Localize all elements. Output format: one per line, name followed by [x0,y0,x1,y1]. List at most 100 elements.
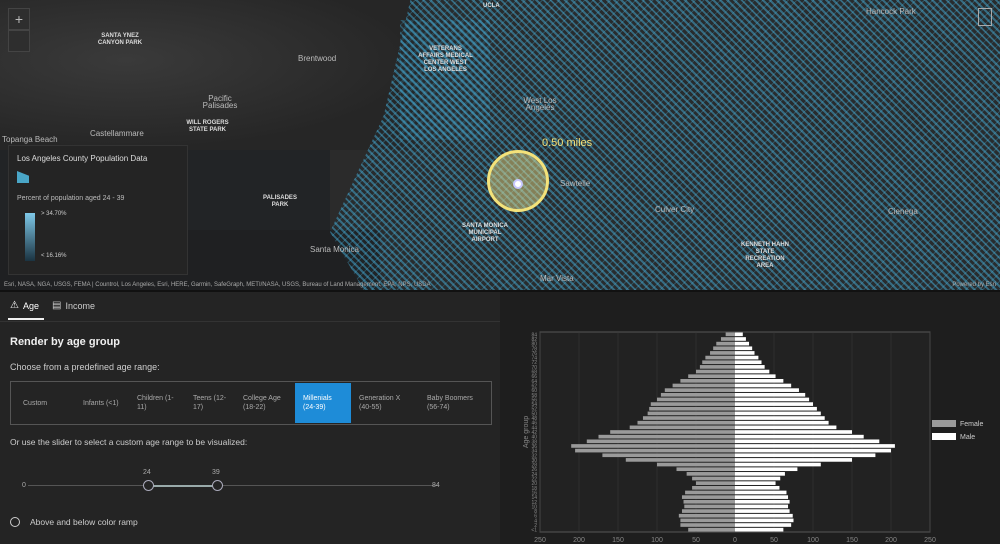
segment-children[interactable]: Children (1-11) [137,395,174,411]
y-tick-label: 80 [531,342,537,348]
y-tick-label: 56 [531,397,537,403]
segment-teens[interactable]: Teens (12-17) [193,395,227,411]
segment-millenials[interactable]: Millenials (24-39) [295,383,351,423]
segment-college-age[interactable]: College Age (18-22) [243,395,281,411]
bar-female [686,472,735,476]
map-legend: Los Angeles County Population Data Perce… [8,145,188,275]
tab-age[interactable]: ⚠ Age [10,300,39,311]
zoom-in-button[interactable]: + [8,8,30,30]
bar-female [657,397,735,402]
y-tick-label: 82 [531,337,537,343]
bar-female [629,425,735,430]
y-tick-label: 44 [531,425,537,431]
legend-color-ramp [25,213,35,261]
bar-male [735,527,784,532]
bar-male [735,402,813,406]
bar-female [625,458,735,462]
bar-male [735,369,770,374]
y-tick-label: 70 [531,365,537,371]
bookmark-icon[interactable] [978,8,992,26]
bar-female [657,462,735,467]
bar-male [735,383,792,388]
bar-male [735,481,776,485]
y-tick-label: 14 [531,495,537,501]
bar-female [681,509,735,513]
y-tick-label: 64 [531,379,537,385]
population-pyramid-chart: 250 200 150 100 50 0 50 100 150 200 250<1246810121… [523,331,983,544]
bar-male [735,411,821,416]
y-tick-label: 34 [531,449,537,455]
bar-male [735,388,799,392]
active-tab-indicator [8,318,44,320]
slider-high-value: 39 [212,469,220,476]
bar-female [575,448,735,453]
legend-low-label: < 16.16% [41,253,67,259]
y-tick-label: 2 [534,523,537,529]
bar-female [678,513,735,518]
panel-heading: Render by age group [10,336,121,348]
y-tick-label: 20 [531,481,537,487]
x-tick-label: 50 [770,537,778,544]
y-tick-label: 24 [531,472,537,478]
y-tick-label: 10 [531,504,537,510]
bar-male [735,365,765,369]
map-view[interactable]: SANTA YNEZ CANYON PARK UCLA Hancock Park… [0,0,1000,290]
bar-male [735,434,864,439]
bar-male [735,499,790,504]
bar-male [735,360,762,365]
age-slider-high-thumb[interactable] [212,480,223,491]
segment-generation-x[interactable]: Generation X (40-55) [359,395,401,411]
y-tick-label: 18 [531,486,537,492]
bar-male [735,425,837,430]
color-ramp-radio[interactable] [10,517,20,527]
color-ramp-radio-label: Above and below color ramp [30,517,138,527]
bar-male [735,476,781,481]
age-range-selector: Custom Infants (<1) Children (1-11) Teen… [10,381,492,425]
bar-female [688,527,735,532]
y-tick-label: 48 [531,416,537,422]
age-slider-low-thumb[interactable] [143,480,154,491]
map-attribution: Esri, NASA, NGA, USGS, FEMA | Countrol, … [4,282,431,288]
map-label: SANTA MONICA MUNICIPAL AIRPORT [462,223,508,243]
bar-female [680,523,735,527]
bar-male [735,490,787,495]
bar-female [684,504,735,509]
y-tick-label: 32 [531,453,537,459]
segment-custom[interactable]: Custom [23,399,48,407]
x-tick-label: 250 [534,537,546,544]
bar-male [735,509,790,513]
legend-swatch [932,433,956,440]
segment-baby-boomers[interactable]: Baby Boomers (56-74) [427,395,473,411]
powered-by[interactable]: Powered by Esri [952,282,996,288]
bar-male [735,462,821,467]
buffer-center-handle[interactable] [513,179,523,189]
terrain-hills [0,0,420,150]
zoom-out-button[interactable] [8,30,30,52]
y-tick-label: 76 [531,351,537,357]
population-blocks-west [400,20,490,140]
x-tick-label: 50 [692,537,700,544]
population-blocks [330,0,1000,290]
bar-female [681,495,735,499]
age-icon: ⚠ [10,300,19,311]
segment-infants[interactable]: Infants (<1) [83,399,119,407]
bar-male [735,448,891,453]
radius-label: 0.50 miles [542,137,593,149]
bar-male [735,444,895,448]
bar-female [586,439,735,444]
bar-male [735,467,798,472]
bar-female [664,388,735,392]
tab-income[interactable]: ▤ Income [52,300,95,311]
bar-male [735,397,810,402]
y-tick-label: 66 [531,374,537,380]
y-tick-label: 62 [531,383,537,389]
age-slider-track[interactable] [28,485,438,486]
legend-title: Los Angeles County Population Data [17,154,148,163]
bar-female [710,351,735,355]
map-label: SANTA YNEZ CANYON PARK [97,33,143,46]
y-tick-label: 12 [531,500,537,506]
y-tick-label: 22 [531,477,537,483]
bar-female [692,476,735,481]
slider-label: Or use the slider to select a custom age… [10,437,248,447]
bar-male [735,346,753,351]
